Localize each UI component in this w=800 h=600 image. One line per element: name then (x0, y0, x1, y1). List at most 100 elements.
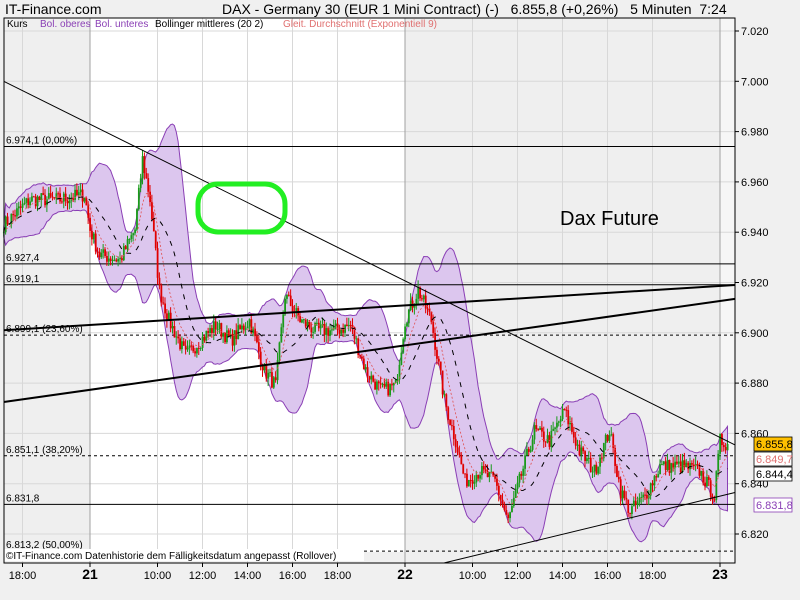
candle (224, 332, 226, 343)
candle (115, 259, 118, 262)
candle (398, 364, 401, 380)
candle (77, 192, 80, 196)
candle (707, 476, 710, 480)
candle (126, 239, 129, 250)
candle (604, 434, 607, 444)
candle (385, 381, 388, 387)
candle (629, 512, 631, 514)
candle (325, 328, 328, 335)
candle (606, 434, 609, 441)
candle (332, 326, 335, 330)
candle (481, 465, 483, 476)
candle (632, 500, 635, 507)
candle (364, 367, 367, 370)
candle (451, 425, 453, 427)
candle (631, 506, 633, 514)
last-price: 6.855,8 (+0,26%) (510, 1, 619, 17)
level-label: 6.899,1 (23,60%) (6, 324, 83, 335)
annotation-text: Dax Future (560, 208, 659, 230)
candle (587, 457, 590, 459)
candle (227, 330, 230, 337)
candle (374, 381, 376, 390)
candle (362, 358, 365, 370)
candle (244, 328, 247, 330)
candle (477, 474, 480, 479)
candle (29, 201, 31, 206)
candle (47, 193, 50, 200)
candle (516, 482, 519, 489)
trendline (3, 80, 736, 446)
candle (696, 463, 699, 466)
candle (152, 219, 155, 232)
candle (391, 383, 393, 386)
x-tick-label: 18:00 (9, 570, 37, 582)
candle (661, 464, 663, 466)
candle (201, 336, 204, 348)
candle (447, 407, 450, 420)
candle (353, 327, 356, 339)
candle (306, 321, 309, 327)
candle (338, 329, 341, 334)
candle (248, 319, 251, 327)
price-tag-label: 6.849,7 (756, 454, 793, 466)
candle (422, 295, 425, 300)
candle (351, 325, 354, 328)
candle (381, 383, 384, 385)
level-label: 6.927,4 (6, 253, 40, 264)
candle (713, 499, 716, 501)
candle (625, 497, 628, 500)
chart-title: DAX - Germany 30 (EUR 1 Mini Contract) (… (222, 1, 727, 17)
candle (715, 471, 718, 500)
x-tick-label: 12:00 (189, 570, 217, 582)
candle (700, 470, 703, 476)
candle (212, 321, 215, 333)
candle (550, 430, 553, 447)
candle (559, 419, 562, 422)
candle (526, 448, 528, 456)
candle (494, 475, 496, 479)
candle (539, 427, 541, 430)
candle (602, 443, 605, 459)
candle (235, 330, 238, 340)
candle (651, 483, 654, 486)
candle (68, 200, 71, 204)
candle (400, 352, 403, 365)
candle (404, 326, 406, 340)
candle (691, 463, 693, 465)
candle (726, 443, 729, 451)
candle (554, 427, 556, 429)
candle (38, 196, 41, 200)
candle (349, 324, 352, 326)
candle (593, 464, 596, 472)
candle (437, 358, 440, 362)
candle (141, 156, 144, 179)
candle (443, 394, 446, 396)
candle (261, 365, 264, 371)
x-tick-label: 12:00 (504, 570, 532, 582)
candle (196, 347, 198, 354)
legend-bol-upper: Bol. oberes (40, 19, 91, 30)
x-tick-label: 23 (712, 566, 728, 582)
candle (657, 474, 660, 478)
candle (192, 345, 195, 352)
x-tick-label: 18:00 (324, 570, 352, 582)
candle (53, 197, 56, 199)
candle (137, 187, 140, 210)
session-shade (4, 18, 90, 563)
candle (42, 193, 45, 195)
candle (218, 323, 221, 330)
interval: 5 Minuten (630, 1, 692, 17)
candle (664, 461, 667, 471)
candle (681, 460, 684, 473)
candle (222, 332, 225, 337)
candle (10, 214, 13, 224)
candle (462, 464, 465, 474)
price-tag-box (753, 466, 793, 482)
candle (31, 196, 33, 202)
candle (692, 464, 695, 467)
candle (257, 342, 260, 352)
candle (488, 472, 491, 478)
candle (389, 383, 391, 396)
candle (531, 439, 534, 450)
candle (702, 470, 705, 483)
